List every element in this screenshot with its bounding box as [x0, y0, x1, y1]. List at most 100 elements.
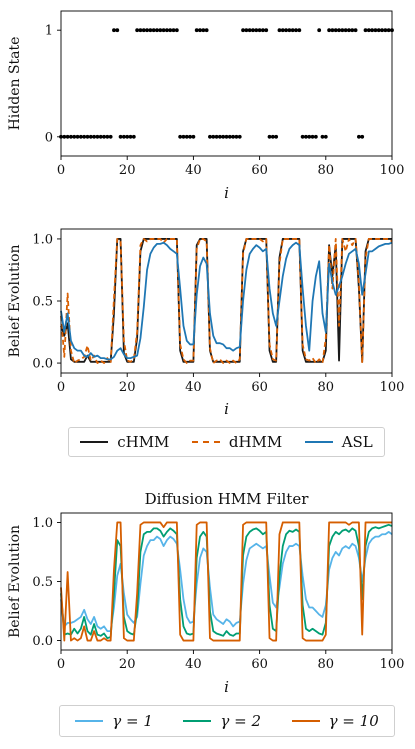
hidden-state-point	[347, 28, 351, 33]
hidden-state-point	[204, 28, 209, 33]
legend-swatch-gamma-2	[183, 720, 212, 722]
hidden-state-point	[138, 28, 143, 33]
hidden-state-points	[59, 28, 394, 139]
hidden-state-point	[380, 28, 384, 33]
hidden-state-point	[78, 134, 83, 139]
hidden-state-point	[121, 134, 126, 139]
hidden-state-point	[141, 28, 146, 33]
legend-label-asl: ASL	[341, 433, 373, 451]
hidden-state-point	[92, 134, 96, 139]
hidden-state-point	[227, 134, 232, 139]
belief-models-xlabel: i	[224, 400, 229, 418]
diffusion-hmm-panel: Diffusion HMM Filter 0 20 40 60 80 100 0.0 0.5 1…	[7, 490, 404, 696]
diffusion-hmm-series-line-1	[60, 523, 393, 640]
hidden-state-point	[307, 134, 312, 139]
hidden-state-xtick-label: 100	[380, 163, 405, 178]
hidden-state-point	[264, 28, 269, 33]
hidden-state-point	[274, 134, 279, 139]
hidden-state-point	[254, 28, 259, 33]
hidden-state-point	[128, 134, 133, 139]
hidden-state-point	[155, 28, 159, 33]
hidden-state-point	[386, 28, 391, 33]
hidden-state-point	[340, 28, 345, 33]
diffusion-hmm-lines	[60, 521, 393, 642]
legend-item-gamma-2: γ = 2	[183, 712, 261, 730]
hidden-state-point	[231, 134, 236, 139]
hidden-state-point	[234, 134, 239, 139]
hidden-state-point	[184, 134, 189, 139]
hidden-state-point	[214, 134, 219, 139]
hidden-state-ylabel: Hidden State	[7, 37, 23, 131]
hidden-state-point	[366, 28, 371, 33]
legend-swatch-chmm	[80, 441, 109, 443]
legend-swatch-dhmm	[191, 441, 220, 443]
hidden-state-point	[363, 28, 368, 33]
legend-item-gamma-1: γ = 1	[75, 712, 153, 730]
belief-models-legend: cHMM dHMM ASL	[68, 427, 385, 457]
hidden-state-point	[181, 134, 186, 139]
legend-swatch-asl	[304, 441, 333, 443]
hidden-state-point	[105, 134, 110, 139]
hidden-state-axes-frame	[60, 10, 393, 157]
hidden-state-point	[62, 134, 67, 139]
hidden-state-point	[178, 134, 183, 139]
belief-models-xtick-label: 80	[318, 380, 335, 395]
diffusion-hmm-title: Diffusion HMM Filter	[145, 490, 310, 508]
hidden-state-point	[267, 134, 272, 139]
hidden-state-point	[118, 134, 123, 139]
legend-label-gamma-1: γ = 1	[112, 712, 153, 730]
legend-label-gamma-2: γ = 2	[220, 712, 262, 730]
diffusion-hmm-ylabel: Belief Evolution	[7, 525, 23, 638]
belief-models-ylabel: Belief Evolution	[7, 244, 23, 357]
hidden-state-point	[251, 28, 255, 33]
hidden-state-point	[145, 28, 149, 33]
hidden-state-point	[108, 134, 113, 139]
diffusion-hmm-legend: γ = 1 γ = 2 γ = 10	[59, 705, 395, 737]
legend-label-chmm: cHMM	[117, 433, 170, 451]
hidden-state-point	[241, 28, 245, 33]
hidden-state-point	[376, 28, 381, 33]
hidden-state-point	[317, 28, 322, 33]
hidden-state-point	[257, 28, 262, 33]
belief-models-xtick-label: 100	[380, 380, 405, 395]
hidden-state-point	[174, 28, 179, 33]
hidden-state-xtick-label: 40	[185, 163, 202, 178]
belief-models-panel: 0 20 40 60 80 100 0.0 0.5 1.0 i Belief Evolution	[7, 228, 404, 418]
hidden-state-point	[75, 134, 80, 139]
belief-models-xtick-label: 0	[57, 380, 65, 395]
hidden-state-xtick-label: 20	[119, 163, 136, 178]
hidden-state-point	[247, 28, 252, 33]
hidden-state-point	[201, 28, 206, 33]
hidden-state-point	[151, 28, 156, 33]
hidden-state-point	[82, 134, 87, 139]
legend-item-gamma-10: γ = 10	[291, 712, 379, 730]
hidden-state-point	[261, 28, 265, 33]
diffusion-hmm-xtick-label: 100	[380, 657, 405, 672]
belief-models-xtick-label: 20	[119, 380, 136, 395]
hidden-state-point	[370, 28, 375, 33]
belief-models-ticks: 0 20 40 60 80 100 0.0 0.5 1.0	[32, 232, 404, 395]
hidden-state-point	[300, 134, 305, 139]
hidden-state-ytick-label: 0	[45, 130, 53, 145]
hidden-state-point	[357, 134, 361, 139]
belief-models-lines	[60, 238, 393, 364]
hidden-state-point	[135, 28, 140, 33]
legend-item-asl: ASL	[304, 433, 373, 451]
hidden-state-point	[284, 28, 288, 33]
hidden-state-xtick-label: 60	[251, 163, 268, 178]
hidden-state-point	[158, 28, 163, 33]
hidden-state-point	[237, 134, 242, 139]
diffusion-hmm-xtick-label: 80	[318, 657, 335, 672]
hidden-state-point	[131, 134, 136, 139]
belief-models-ytick-label: 0.0	[32, 357, 53, 372]
diffusion-hmm-ytick-label: 1.0	[32, 516, 53, 531]
diffusion-hmm-series-line-0	[60, 531, 393, 632]
hidden-state-point	[383, 28, 388, 33]
hidden-state-point	[270, 134, 275, 139]
hidden-state-point	[85, 134, 90, 139]
hidden-state-ytick-label: 1	[45, 24, 53, 39]
hidden-state-point	[188, 134, 192, 139]
belief-models-xtick-label: 60	[251, 380, 268, 395]
hidden-state-point	[333, 28, 338, 33]
